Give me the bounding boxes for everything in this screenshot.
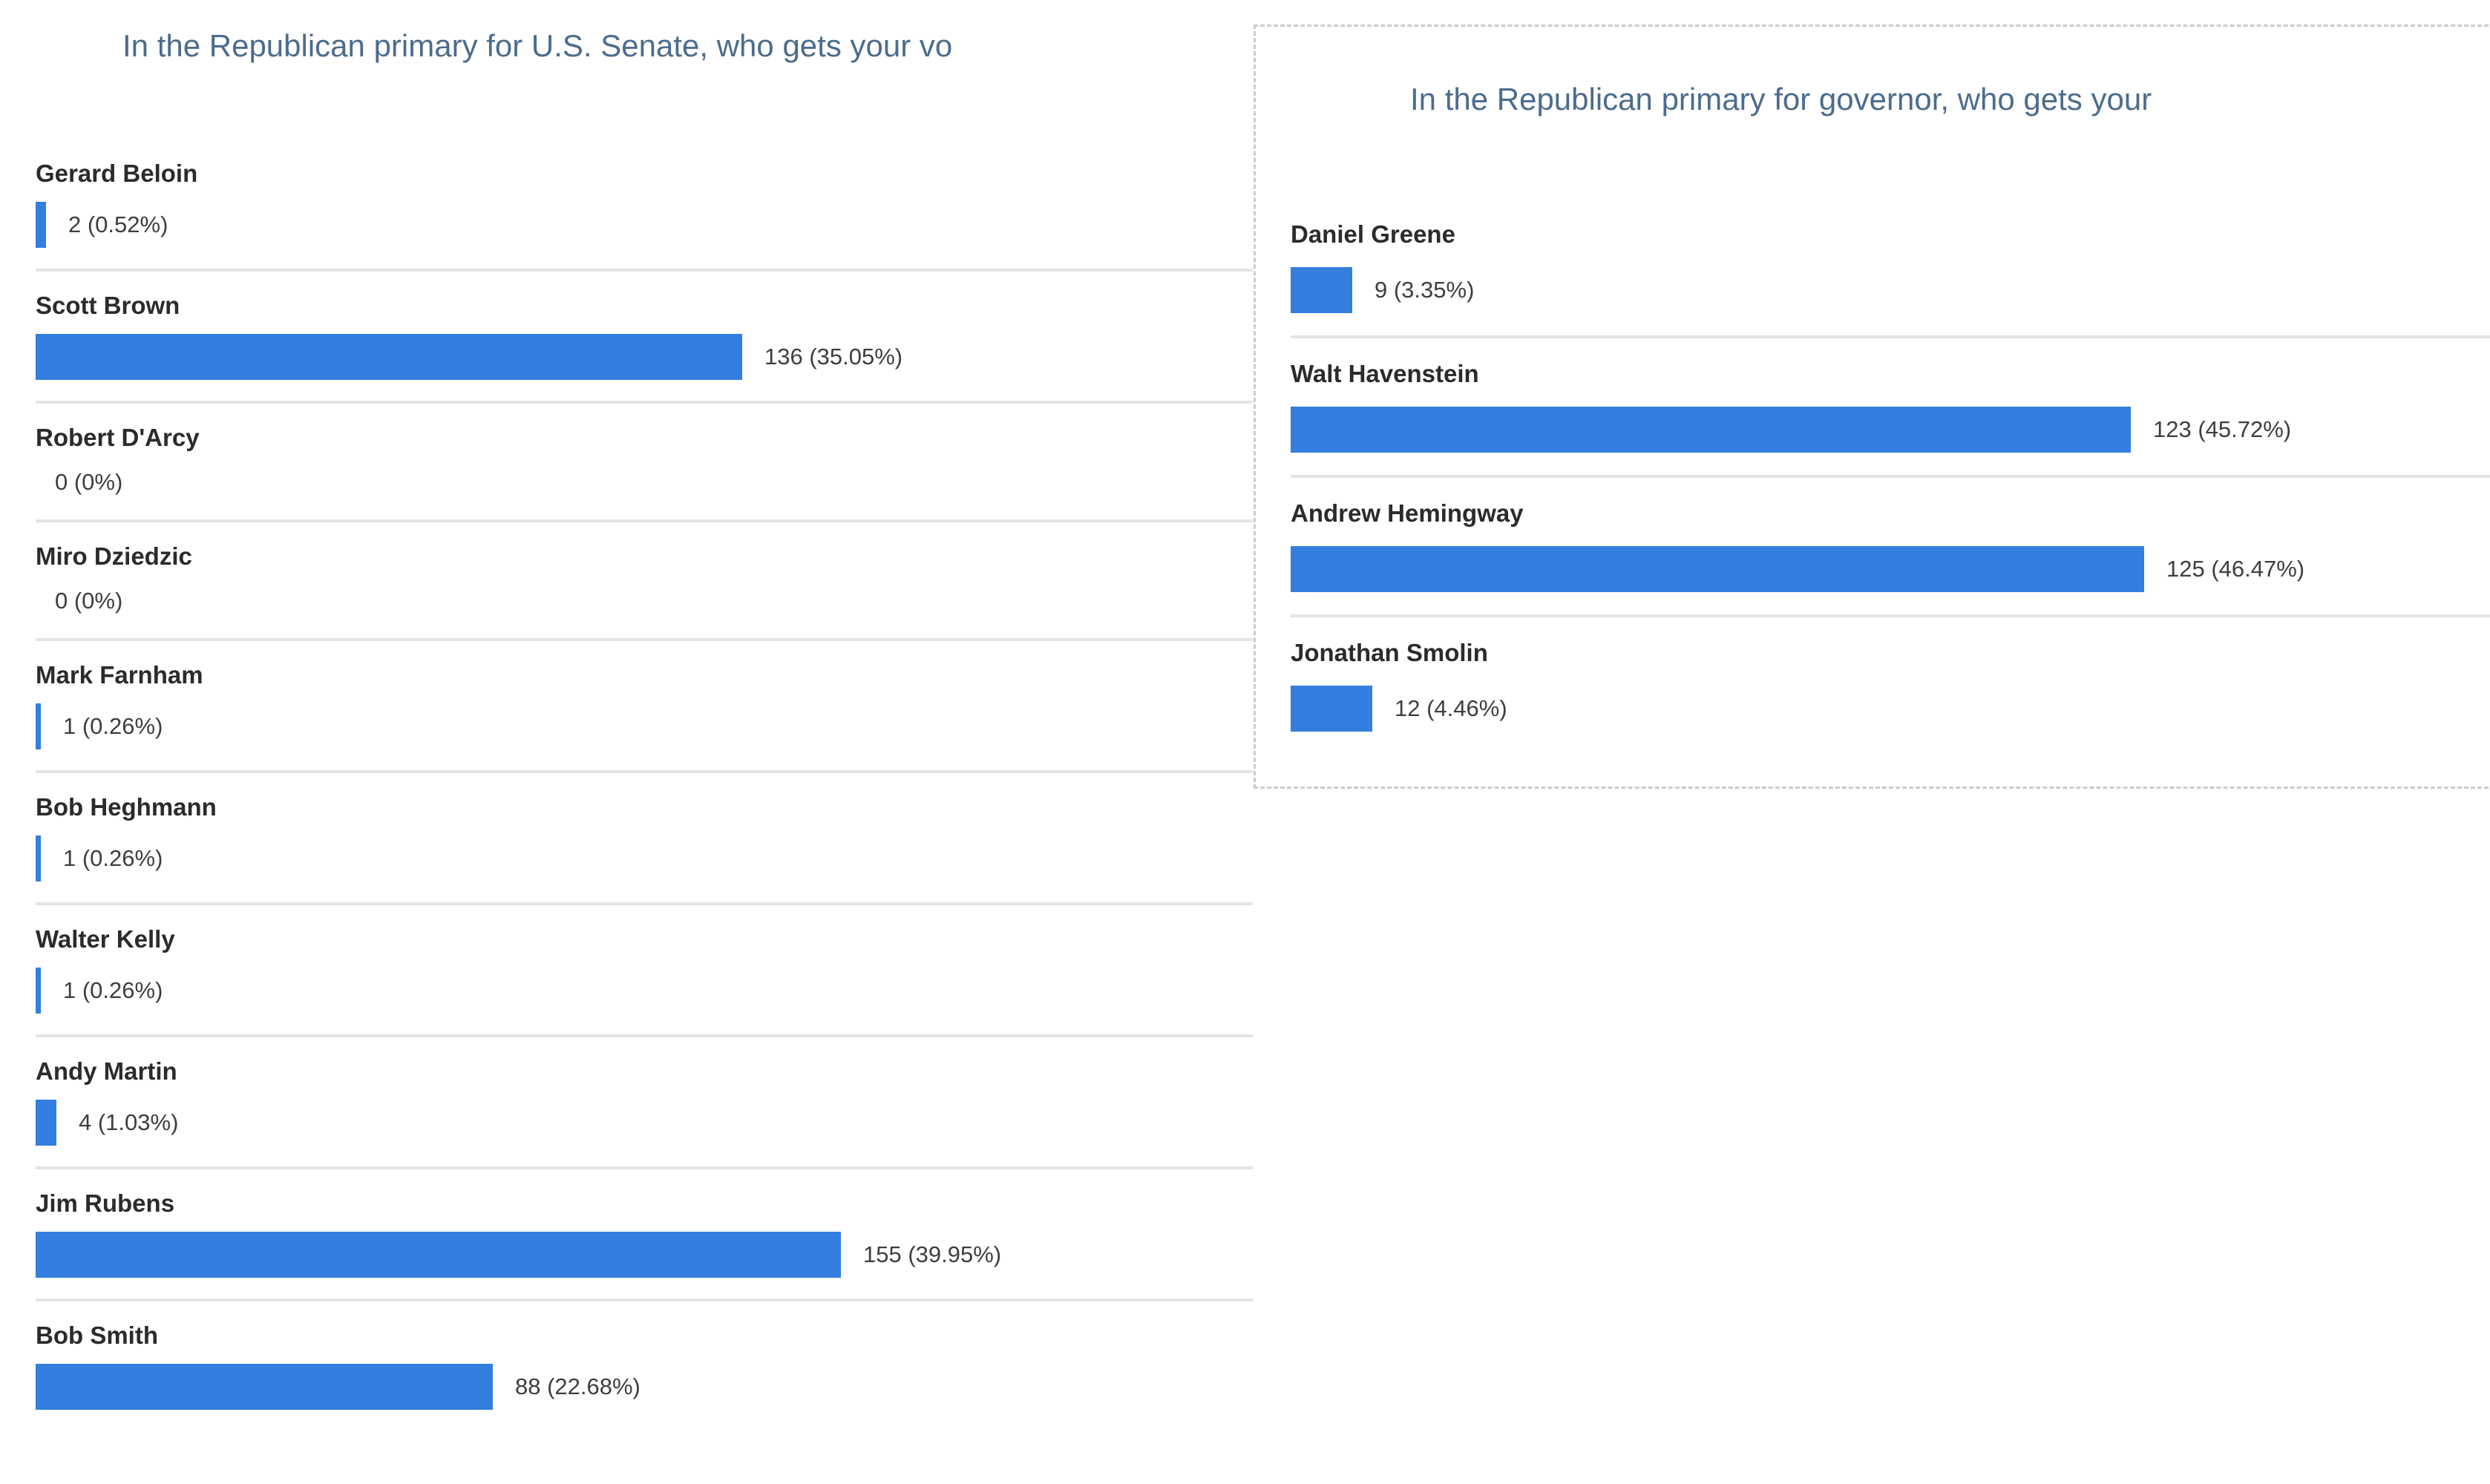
vote-count-label: 155 (39.95%)	[863, 1241, 1002, 1267]
candidate-row: Daniel Greene 9 (3.35%)	[1291, 199, 2490, 335]
vote-count-label: 0 (0%)	[55, 588, 123, 614]
candidate-name: Daniel Greene	[1291, 220, 1455, 248]
vote-count-label: 0 (0%)	[55, 469, 123, 495]
candidate-name: Jim Rubens	[36, 1189, 175, 1217]
candidate-name: Gerard Beloin	[36, 160, 198, 187]
candidate-bar-line: 4 (1.03%)	[36, 1100, 1253, 1146]
candidate-name: Bob Heghmann	[36, 793, 217, 821]
candidate-row: Walt Havenstein 123 (45.72%)	[1291, 335, 2490, 475]
vote-bar	[1291, 686, 1372, 732]
candidate-row: Miro Dziedzic 0 (0%)	[36, 519, 1253, 638]
vote-count-label: 2 (0.52%)	[68, 211, 168, 237]
candidate-bar-line: 155 (39.95%)	[36, 1232, 1253, 1278]
vote-bar	[36, 1364, 493, 1410]
vote-bar	[36, 1232, 841, 1278]
vote-count-label: 9 (3.35%)	[1375, 277, 1475, 303]
vote-count-label: 4 (1.03%)	[79, 1109, 179, 1135]
candidate-name: Andrew Hemingway	[1291, 499, 1524, 527]
governor-primary-chart: In the Republican primary for governor, …	[1254, 24, 2490, 789]
vote-bar	[1291, 546, 2144, 592]
vote-count-label: 12 (4.46%)	[1395, 695, 1507, 721]
vote-count-label: 1 (0.26%)	[63, 713, 163, 739]
candidate-bar-line: 1 (0.26%)	[36, 703, 1253, 749]
candidate-row: Jim Rubens 155 (39.95%)	[36, 1166, 1253, 1298]
candidate-bar-line: 1 (0.26%)	[36, 968, 1253, 1014]
candidate-name: Scott Brown	[36, 292, 180, 319]
vote-count-label: 1 (0.26%)	[63, 845, 163, 871]
candidate-bar-line: 88 (22.68%)	[36, 1364, 1253, 1410]
candidate-bar-line: 0 (0%)	[36, 466, 1253, 499]
vote-bar	[36, 968, 41, 1014]
candidate-name: Walt Havenstein	[1291, 360, 1479, 387]
candidate-name: Miro Dziedzic	[36, 542, 192, 570]
vote-bar	[36, 703, 41, 749]
candidate-row: Andy Martin 4 (1.03%)	[36, 1034, 1253, 1166]
candidate-bar-line: 125 (46.47%)	[1291, 546, 2490, 592]
vote-count-label: 1 (0.26%)	[63, 977, 163, 1003]
candidate-row: Bob Smith 88 (22.68%)	[36, 1298, 1253, 1431]
vote-bar	[36, 202, 46, 248]
candidate-bar-line: 1 (0.26%)	[36, 835, 1253, 881]
candidate-row: Gerard Beloin 2 (0.52%)	[36, 139, 1253, 269]
candidate-row: Scott Brown 136 (35.05%)	[36, 269, 1253, 401]
governor-chart-rows: Daniel Greene 9 (3.35%) Walt Havenstein …	[1291, 199, 2490, 754]
vote-count-label: 125 (46.47%)	[2166, 556, 2305, 582]
candidate-name: Jonathan Smolin	[1291, 639, 1488, 666]
candidate-name: Bob Smith	[36, 1322, 158, 1349]
candidate-row: Andrew Hemingway 125 (46.47%)	[1291, 475, 2490, 614]
vote-count-label: 88 (22.68%)	[515, 1373, 640, 1399]
candidate-row: Walter Kelly 1 (0.26%)	[36, 902, 1253, 1034]
senate-chart-rows: Gerard Beloin 2 (0.52%) Scott Brown 136 …	[36, 139, 1253, 1431]
vote-bar	[1291, 407, 2131, 453]
candidate-name: Andy Martin	[36, 1057, 177, 1085]
candidate-row: Bob Heghmann 1 (0.26%)	[36, 770, 1253, 902]
candidate-bar-line: 9 (3.35%)	[1291, 267, 2490, 313]
vote-count-label: 123 (45.72%)	[2153, 416, 2292, 442]
vote-bar	[36, 334, 742, 380]
senate-chart-title: In the Republican primary for U.S. Senat…	[122, 28, 953, 63]
vote-bar	[1291, 267, 1352, 313]
candidate-name: Mark Farnham	[36, 661, 203, 689]
vote-count-label: 136 (35.05%)	[764, 344, 903, 370]
candidate-row: Jonathan Smolin 12 (4.46%)	[1291, 614, 2490, 754]
candidate-name: Robert D'Arcy	[36, 424, 200, 451]
candidate-bar-line: 2 (0.52%)	[36, 202, 1253, 248]
candidate-bar-line: 12 (4.46%)	[1291, 686, 2490, 732]
candidate-row: Robert D'Arcy 0 (0%)	[36, 401, 1253, 519]
candidate-bar-line: 0 (0%)	[36, 585, 1253, 617]
candidate-name: Walter Kelly	[36, 925, 175, 953]
candidate-bar-line: 136 (35.05%)	[36, 334, 1253, 380]
candidate-row: Mark Farnham 1 (0.26%)	[36, 638, 1253, 770]
candidate-bar-line: 123 (45.72%)	[1291, 407, 2490, 453]
vote-bar	[36, 835, 41, 881]
governor-chart-title: In the Republican primary for governor, …	[1410, 82, 2152, 116]
vote-bar	[36, 1100, 56, 1146]
senate-primary-chart: In the Republican primary for U.S. Senat…	[36, 28, 1253, 1431]
